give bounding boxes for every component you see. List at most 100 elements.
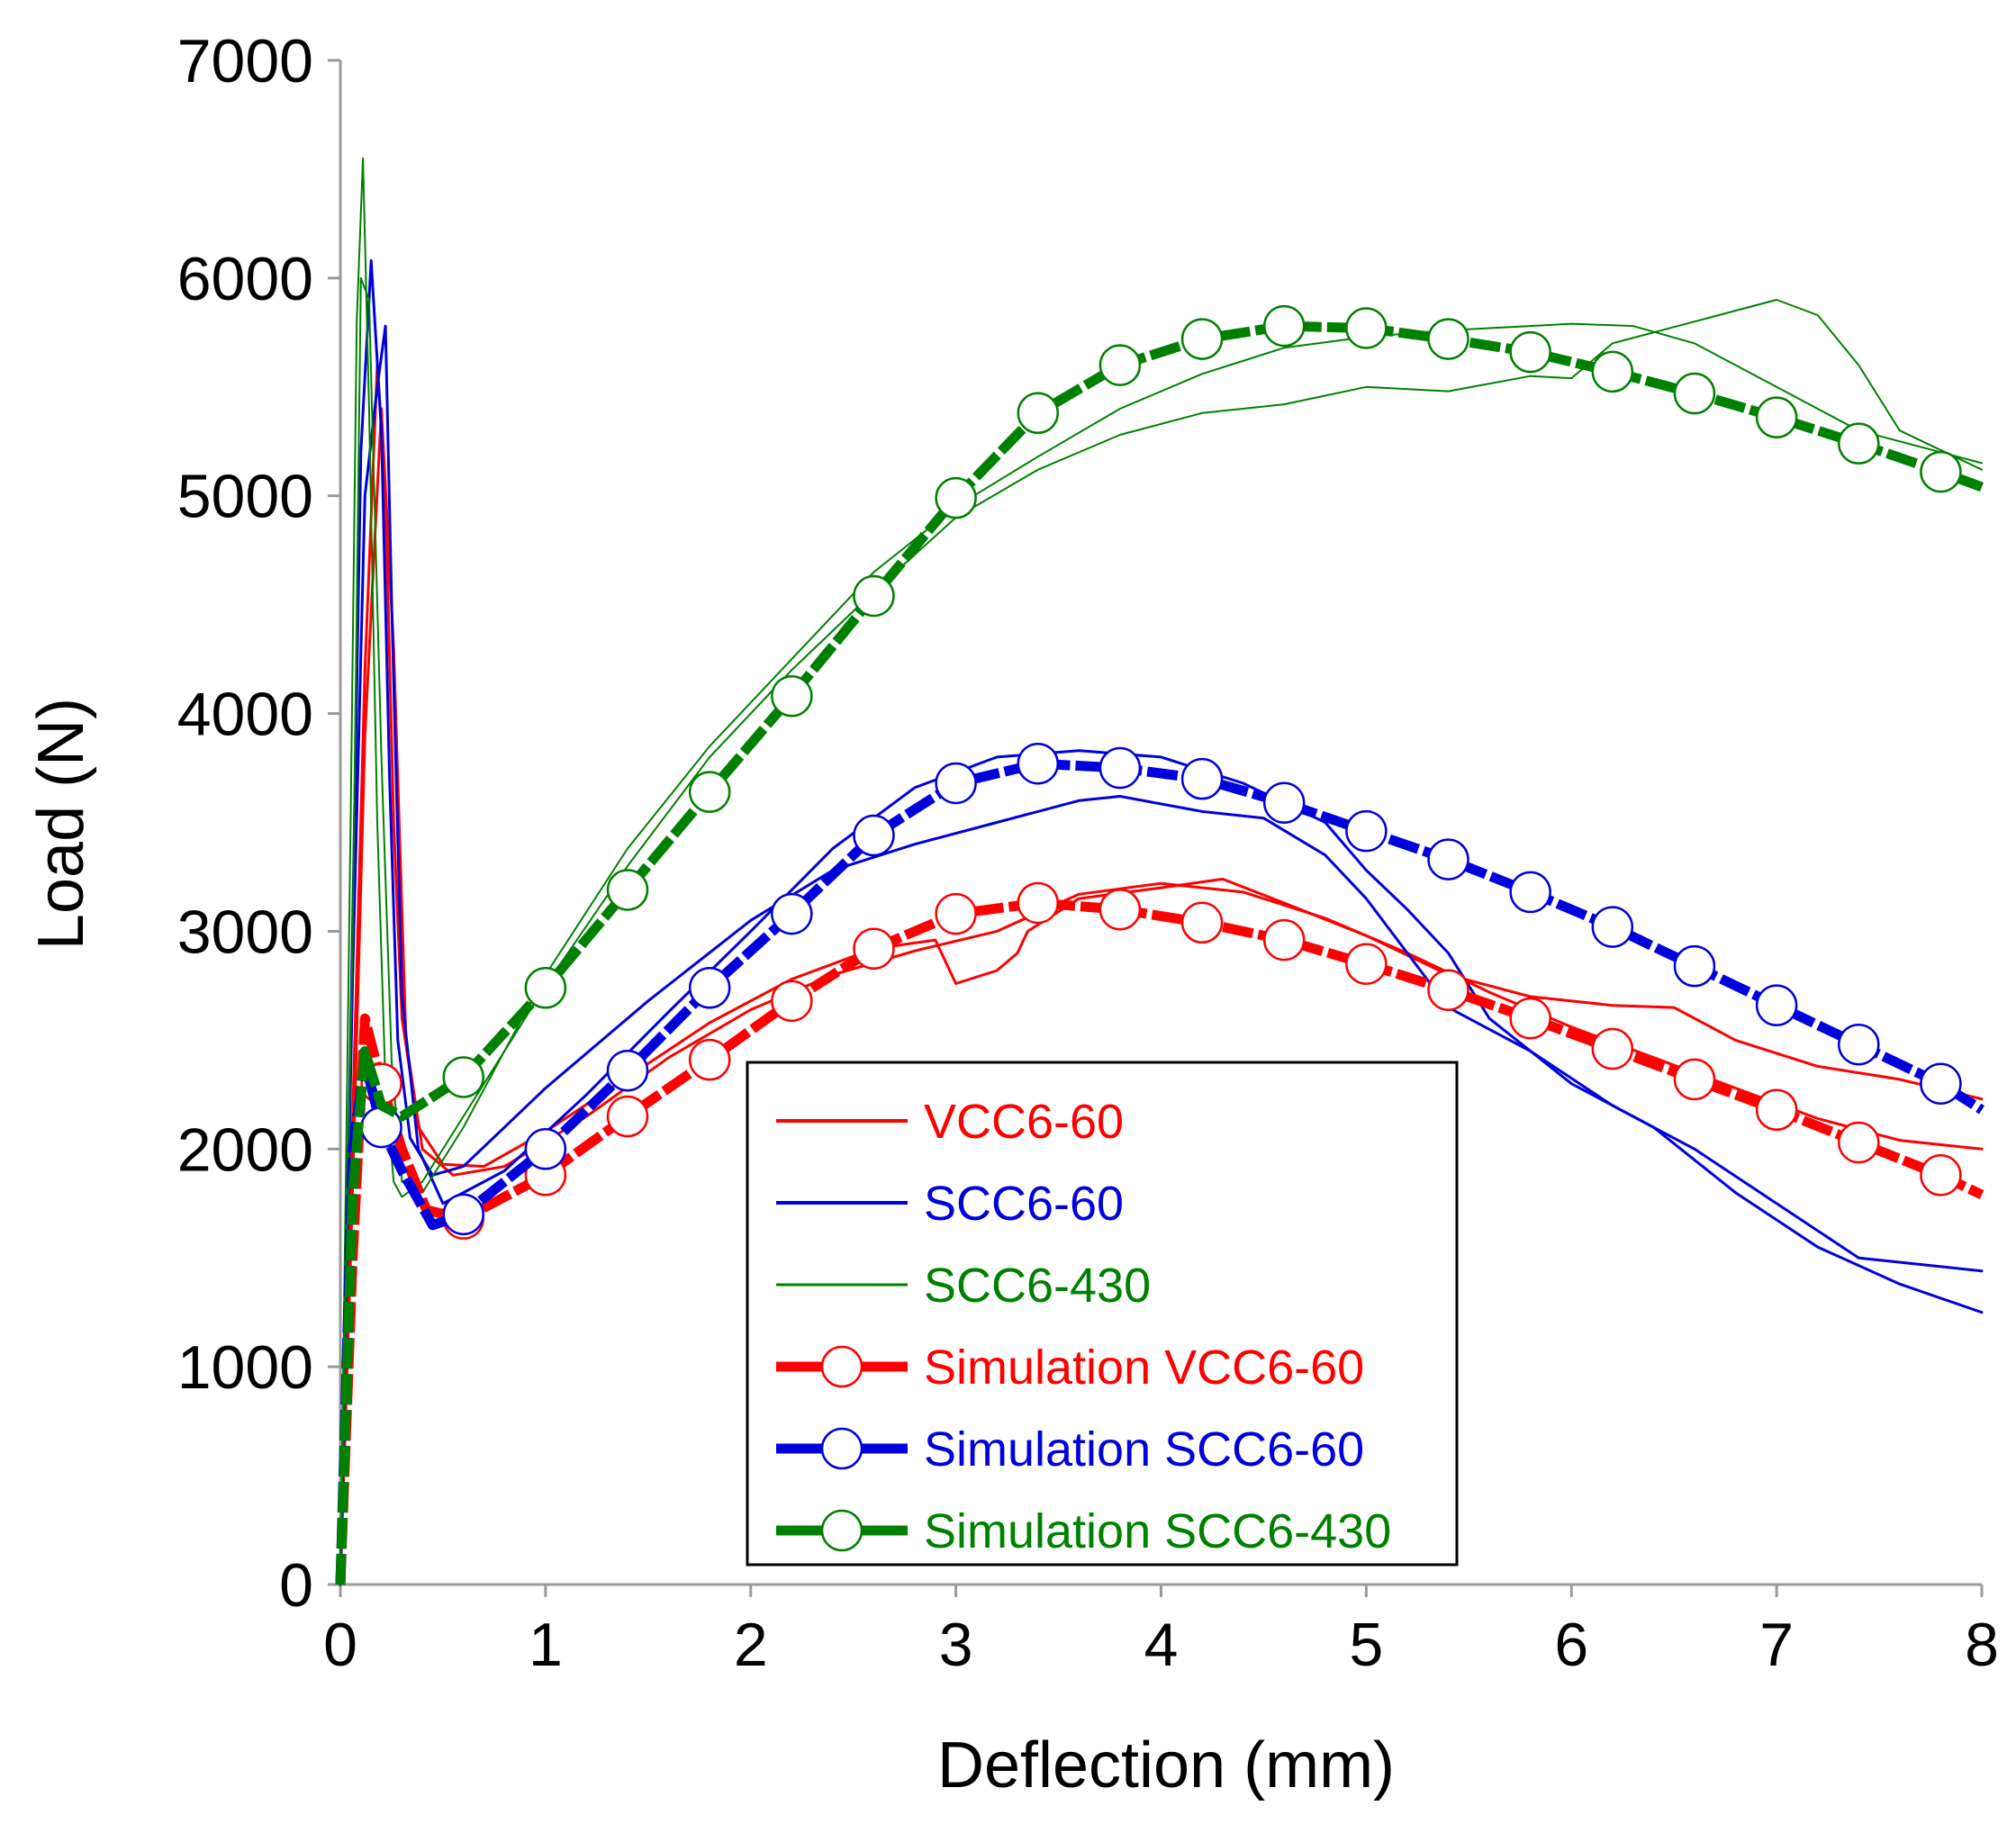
legend-box [746, 1061, 1459, 1567]
series-simulation-scc6-430 [335, 304, 1984, 1585]
x-tick-label: 3 [939, 1611, 973, 1679]
legend-label: Simulation SCC6-430 [924, 1504, 1391, 1558]
y-axis-title: Load (N) [25, 698, 97, 950]
y-tick-label: 0 [279, 1551, 313, 1620]
data-point-simulation-vcc6-60 [688, 1038, 731, 1081]
x-ticks: 0 1 2 3 4 5 6 7 8 [323, 1585, 1999, 1679]
y-tick-label: 4000 [177, 681, 313, 749]
data-point-simulation-vcc6-60 [853, 927, 895, 971]
data-point-simulation-vcc6-60 [1262, 918, 1306, 962]
x-tick-label: 8 [1965, 1611, 1999, 1679]
y-tick-label: 2000 [177, 1115, 313, 1184]
data-point-simulation-vcc6-60 [1591, 1027, 1634, 1070]
data-point-simulation-scc6-60 [1017, 742, 1060, 785]
legend-label: Simulation SCC6-60 [924, 1422, 1364, 1476]
data-point-simulation-scc6-430 [1017, 392, 1060, 435]
x-tick-label: 0 [323, 1611, 357, 1679]
data-point-simulation-scc6-60 [688, 967, 731, 1009]
y-tick-label: 6000 [177, 245, 313, 313]
data-point-simulation-vcc6-60 [1180, 901, 1224, 944]
legend-item-simulation-scc6-430: Simulation SCC6-430 [776, 1504, 1391, 1558]
data-point-simulation-scc6-430 [1591, 350, 1634, 393]
data-point-simulation-vcc6-60 [1509, 997, 1551, 1040]
y-tick-label: 5000 [177, 463, 313, 531]
data-point-simulation-scc6-60 [1262, 781, 1306, 824]
data-point-simulation-scc6-430 [853, 574, 895, 618]
series-layer [335, 157, 1984, 1586]
data-point-simulation-scc6-430 [771, 674, 813, 718]
data-point-simulation-scc6-430 [935, 476, 977, 519]
legend-label: Simulation VCC6-60 [924, 1341, 1364, 1395]
y-tick-label: 1000 [177, 1333, 313, 1402]
y-tick-label: 7000 [177, 27, 313, 95]
data-point-simulation-vcc6-60 [1673, 1058, 1716, 1101]
series-line-vcc6-60 [339, 364, 1984, 1586]
data-point-simulation-scc6-60 [360, 1106, 402, 1149]
series-simulation-vcc6-60 [335, 881, 1984, 1585]
data-point-simulation-scc6-430 [1180, 318, 1224, 360]
data-point-simulation-scc6-60 [935, 762, 977, 805]
data-point-simulation-scc6-60 [1591, 906, 1634, 948]
x-tick-label: 6 [1554, 1611, 1588, 1679]
data-point-simulation-scc6-430 [1838, 422, 1880, 465]
data-point-simulation-scc6-430 [1920, 450, 1962, 493]
data-point-simulation-scc6-430 [1427, 318, 1469, 360]
data-point-simulation-scc6-60 [1755, 984, 1798, 1026]
data-point-simulation-vcc6-60 [1098, 888, 1142, 931]
data-point-simulation-scc6-430 [1755, 396, 1798, 438]
data-point-simulation-scc6-60 [771, 892, 813, 935]
data-point-simulation-scc6-60 [1427, 838, 1469, 880]
data-point-simulation-scc6-60 [1920, 1062, 1962, 1105]
data-point-simulation-scc6-60 [606, 1049, 649, 1092]
y-ticks: 0 1000 2000 3000 4000 5000 6000 7000 [177, 27, 340, 1620]
x-axis-title: Deflection (mm) [937, 1729, 1395, 1801]
legend: VCC6-60 SCC6-60 SCC6-430 Simulation VCC6-60… [746, 1061, 1459, 1567]
data-point-simulation-vcc6-60 [935, 892, 977, 935]
legend-item-vcc6-60: VCC6-60 [776, 1095, 1124, 1149]
data-point-simulation-vcc6-60 [771, 980, 813, 1023]
data-point-simulation-vcc6-60 [606, 1095, 649, 1138]
legend-item-scc6-60: SCC6-60 [776, 1177, 1124, 1231]
data-point-simulation-scc6-60 [1509, 871, 1551, 914]
series-simulation-scc6-60 [335, 742, 1984, 1585]
data-point-simulation-vcc6-60 [1017, 881, 1060, 925]
data-point-simulation-vcc6-60 [1838, 1121, 1880, 1164]
data-point-simulation-scc6-430 [1098, 344, 1142, 386]
x-tick-label: 4 [1144, 1611, 1179, 1679]
data-point-simulation-vcc6-60 [1755, 1088, 1798, 1132]
x-tick-label: 2 [734, 1611, 768, 1679]
data-point-simulation-vcc6-60 [1920, 1154, 1962, 1196]
data-point-simulation-scc6-60 [1180, 757, 1224, 800]
legend-marker [820, 1427, 863, 1470]
data-point-simulation-scc6-60 [853, 814, 895, 857]
legend-label: SCC6-430 [924, 1259, 1151, 1313]
legend-item-simulation-scc6-60: Simulation SCC6-60 [776, 1422, 1364, 1476]
data-point-simulation-scc6-430 [606, 869, 649, 911]
legend-marker [820, 1509, 863, 1552]
data-point-simulation-scc6-60 [1673, 944, 1716, 988]
legend-item-simulation-vcc6-60: Simulation VCC6-60 [776, 1341, 1364, 1395]
data-point-simulation-scc6-430 [1509, 330, 1551, 374]
data-point-simulation-scc6-60 [1098, 746, 1142, 790]
data-point-simulation-scc6-430 [524, 967, 567, 1009]
legend-marker [820, 1345, 863, 1388]
data-point-simulation-vcc6-60 [1427, 969, 1469, 1011]
x-tick-label: 5 [1349, 1611, 1383, 1679]
x-tick-label: 7 [1759, 1611, 1794, 1679]
data-point-simulation-scc6-60 [1345, 809, 1388, 853]
data-point-simulation-scc6-60 [442, 1193, 484, 1236]
legend-label: SCC6-60 [924, 1177, 1124, 1231]
legend-item-scc6-430: SCC6-430 [776, 1259, 1151, 1313]
y-tick-label: 3000 [177, 898, 313, 966]
data-point-simulation-scc6-430 [688, 771, 731, 813]
data-point-simulation-scc6-430 [1262, 304, 1306, 348]
data-point-simulation-scc6-60 [524, 1128, 567, 1170]
data-point-simulation-scc6-60 [1838, 1023, 1880, 1066]
data-point-simulation-scc6-430 [1673, 372, 1716, 415]
data-point-simulation-scc6-430 [1345, 307, 1388, 349]
data-point-simulation-scc6-430 [442, 1056, 484, 1098]
x-tick-label: 1 [529, 1611, 563, 1679]
data-point-simulation-vcc6-60 [1345, 943, 1388, 985]
legend-label: VCC6-60 [924, 1095, 1124, 1149]
